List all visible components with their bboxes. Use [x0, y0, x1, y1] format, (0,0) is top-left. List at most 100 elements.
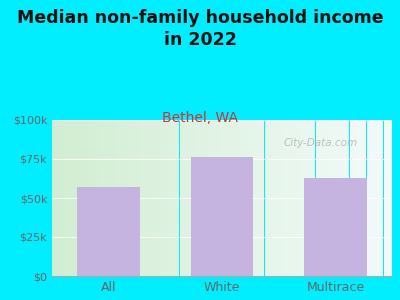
Bar — [310, 120, 312, 276]
Bar — [140, 120, 142, 276]
Bar — [122, 120, 123, 276]
Bar — [98, 120, 100, 276]
Text: City-Data.com: City-Data.com — [283, 138, 357, 148]
Bar — [251, 120, 253, 276]
Bar — [78, 187, 140, 276]
Bar — [64, 120, 66, 276]
Bar — [324, 120, 326, 276]
Bar — [139, 120, 140, 276]
Bar — [55, 120, 57, 276]
Bar — [54, 120, 55, 276]
Bar — [110, 120, 112, 276]
Bar — [89, 120, 91, 276]
Text: Bethel, WA: Bethel, WA — [162, 111, 238, 125]
Bar — [135, 120, 137, 276]
Bar — [195, 120, 196, 276]
Bar — [168, 120, 169, 276]
Bar — [174, 120, 176, 276]
Bar — [241, 120, 242, 276]
Bar — [60, 120, 62, 276]
Bar — [207, 120, 208, 276]
Bar — [319, 120, 320, 276]
Bar — [322, 120, 324, 276]
Bar — [276, 120, 278, 276]
Bar — [370, 120, 372, 276]
Bar — [365, 120, 366, 276]
Bar — [105, 120, 106, 276]
Bar — [350, 120, 351, 276]
Bar — [66, 120, 67, 276]
Bar — [384, 120, 385, 276]
Bar — [302, 120, 304, 276]
Bar — [150, 120, 152, 276]
Bar — [300, 120, 302, 276]
Bar — [254, 120, 256, 276]
Bar — [173, 120, 174, 276]
Bar — [164, 120, 166, 276]
Bar — [154, 120, 156, 276]
Bar — [264, 120, 266, 276]
Bar — [346, 120, 348, 276]
Bar — [71, 120, 72, 276]
Bar — [295, 120, 297, 276]
Bar — [94, 120, 96, 276]
Bar — [108, 120, 110, 276]
Bar — [307, 120, 309, 276]
Bar — [362, 120, 363, 276]
Bar — [147, 120, 149, 276]
Bar — [283, 120, 285, 276]
Bar — [67, 120, 69, 276]
Bar — [285, 120, 286, 276]
Bar — [215, 120, 217, 276]
Bar — [387, 120, 388, 276]
Bar — [366, 120, 368, 276]
Bar — [115, 120, 117, 276]
Bar — [290, 120, 292, 276]
Bar — [326, 120, 327, 276]
Bar — [288, 120, 290, 276]
Bar — [336, 120, 338, 276]
Bar — [227, 120, 229, 276]
Bar — [193, 120, 195, 276]
Bar — [184, 120, 186, 276]
Bar — [368, 120, 370, 276]
Bar — [196, 120, 198, 276]
Bar — [234, 120, 236, 276]
Bar — [191, 158, 253, 276]
Bar — [86, 120, 88, 276]
Bar — [348, 120, 350, 276]
Bar — [275, 120, 276, 276]
Bar — [79, 120, 81, 276]
Bar — [312, 120, 314, 276]
Bar — [130, 120, 132, 276]
Bar — [149, 120, 150, 276]
Bar — [106, 120, 108, 276]
Bar — [171, 120, 173, 276]
Bar — [200, 120, 202, 276]
Bar — [316, 120, 317, 276]
Bar — [74, 120, 76, 276]
Bar — [390, 120, 392, 276]
Bar — [156, 120, 157, 276]
Bar — [377, 120, 378, 276]
Bar — [341, 120, 343, 276]
Bar — [127, 120, 128, 276]
Bar — [52, 120, 54, 276]
Bar — [268, 120, 270, 276]
Bar — [93, 120, 94, 276]
Bar — [239, 120, 241, 276]
Bar — [236, 120, 237, 276]
Bar — [329, 120, 331, 276]
Bar — [59, 120, 60, 276]
Bar — [358, 120, 360, 276]
Bar — [100, 120, 101, 276]
Bar — [88, 120, 89, 276]
Bar — [202, 120, 203, 276]
Bar — [226, 120, 227, 276]
Bar — [321, 120, 322, 276]
Bar — [224, 120, 226, 276]
Bar — [120, 120, 122, 276]
Bar — [113, 120, 115, 276]
Bar — [292, 120, 293, 276]
Bar — [91, 120, 93, 276]
